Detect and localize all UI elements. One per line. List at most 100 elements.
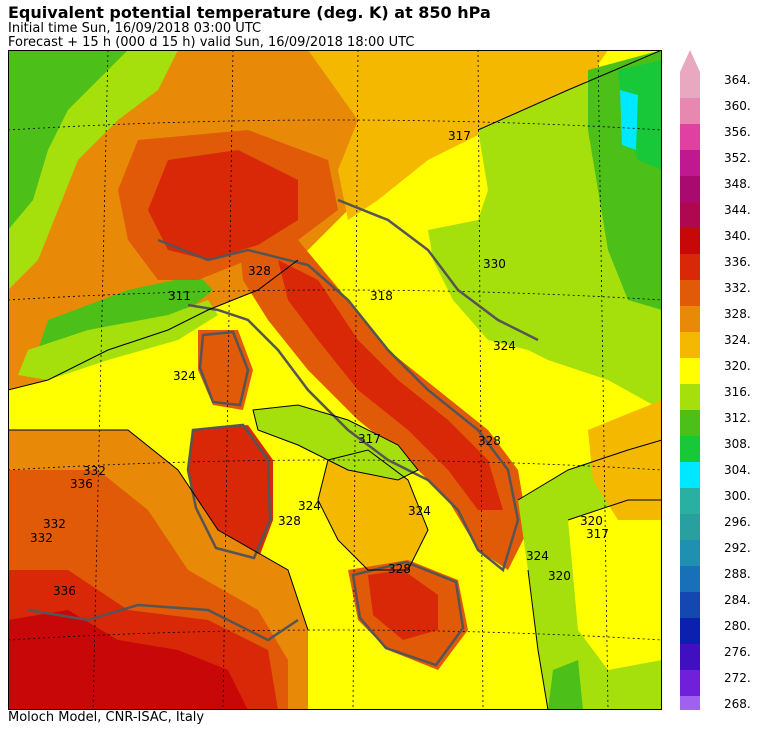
contour-lines [8,50,662,710]
colorbar-label: 348. [724,177,751,191]
contour-label: 336 [70,477,93,491]
coastlines [27,198,539,667]
field-324-tyrrhenian [318,450,428,570]
colorbar-label: 320. [724,359,751,373]
contour-label: 328 [278,514,301,528]
contour-label: 320 [580,514,603,528]
colorbar-label: 280. [724,619,751,633]
colorbar-label: 356. [724,125,751,139]
contour-label: 311 [168,289,191,303]
contour-label: 317 [358,432,381,446]
colorbar-segment [680,124,700,150]
field-320-southeast [568,500,662,670]
colorbar-segment [680,696,700,710]
contour-label: 332 [43,517,66,531]
colorbar-label: 296. [724,515,751,529]
field-317-adriatic [428,220,538,350]
contour-label: 328 [388,562,411,576]
colorbar-label: 312. [724,411,751,425]
colorbar-label: 316. [724,385,751,399]
colorbar-label: 344. [724,203,751,217]
colorbar-label: 336. [724,255,751,269]
colorbar-label: 308. [724,437,751,451]
contour-label: 324 [173,369,196,383]
contour-label: 317 [586,527,609,541]
contour-label: 330 [483,257,506,271]
colorbar-label: 364. [724,73,751,87]
colorbar-segment [680,462,700,488]
colorbar-segment [680,488,700,514]
colorbar-segment [680,202,700,228]
colorbar-label: 332. [724,281,751,295]
contour-label: 332 [30,531,53,545]
colorbar-label: 272. [724,671,751,685]
field-312-northwest [8,50,128,230]
contour-label: 324 [408,504,431,518]
colorbar-segment [680,670,700,696]
colorbar-segment [680,254,700,280]
colorbar-segment [680,644,700,670]
colorbar-segment [680,566,700,592]
map-frame [8,50,662,710]
contour-label: 317 [448,129,471,143]
colorbar-segment [680,384,700,410]
field-312-tongue [38,275,213,350]
field-316-tongue [18,300,218,380]
colorbar-top-arrow [680,50,700,72]
colorbar-segment [680,358,700,384]
chart-title: Equivalent potential temperature (deg. K… [8,3,491,22]
field-308-east [618,60,662,170]
colorbar-segment [680,436,700,462]
contour-label: 318 [370,289,393,303]
colorbar-segment [680,410,700,436]
contour-label: 336 [53,584,76,598]
model-credit: Moloch Model, CNR-ISAC, Italy [8,710,205,725]
field-336-sicily [368,570,438,640]
initial-time: Initial time Sun, 16/09/2018 03:00 UTC [8,21,262,36]
colorbar-segment [680,332,700,358]
theta-e-map: 317 311 318 330 324 328 324 332 336 317 … [8,50,662,710]
colorbar-label: 292. [724,541,751,555]
field-316-tyrrhenian [253,405,418,480]
contour-label: 328 [478,434,501,448]
colorbar-segment [680,280,700,306]
field-336-northwest [148,150,298,260]
colorbar-label: 324. [724,333,751,347]
field-312-southeast [548,660,583,710]
colorbar-label: 300. [724,489,751,503]
colorbar-segment [680,592,700,618]
contour-labels: 317 311 318 330 324 328 324 332 336 317 … [30,129,609,598]
contour-label: 332 [83,464,106,478]
colorbar-segment [680,618,700,644]
colorbar-segment [680,150,700,176]
colorbar-segment [680,228,700,254]
colorbar-label: 360. [724,99,751,113]
colorbar-segment [680,72,700,98]
contour-label: 324 [526,549,549,563]
colorbar-label: 288. [724,567,751,581]
field-336-apennines [278,260,503,510]
contour-label: 320 [548,569,571,583]
colorbar-label: 352. [724,151,751,165]
contour-label: 324 [298,499,321,513]
field-324-north [308,50,608,220]
colorbar-label: 284. [724,593,751,607]
field-304-east [620,90,638,150]
field-340-southwest [8,610,248,710]
forecast-valid-time: Forecast + 15 h (000 d 15 h) valid Sun, … [8,35,415,50]
colorbar-segment [680,514,700,540]
colorbar-segment [680,540,700,566]
lat-lon-grid [8,50,662,710]
colorbar-segment [680,98,700,124]
colorbar-label: 340. [724,229,751,243]
colorbar-label: 304. [724,463,751,477]
colorbar-segment [680,176,700,202]
colorbar-label: 328. [724,307,751,321]
contour-label: 328 [248,264,271,278]
colorbar [680,50,700,710]
colorbar-label: 268. [724,697,751,711]
colorbar-label: 276. [724,645,751,659]
field-324-southeast [588,400,662,520]
colorbar-segment [680,306,700,332]
contour-label: 324 [493,339,516,353]
